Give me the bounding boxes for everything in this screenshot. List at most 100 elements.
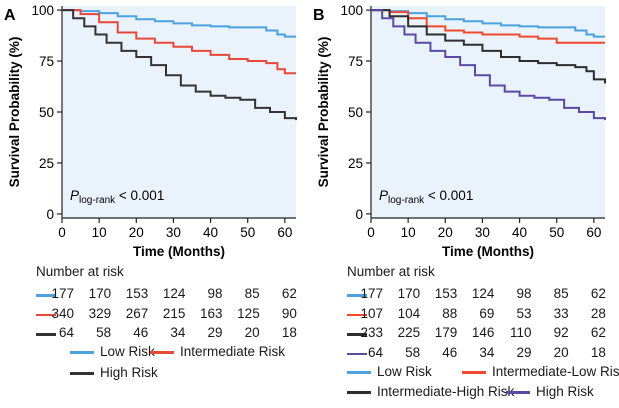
risk-count: 177 <box>360 286 383 301</box>
legend-item: High Risk <box>506 384 594 399</box>
series-line-intermediate-risk <box>62 9 296 75</box>
series-line-low-risk <box>62 9 296 38</box>
risk-count: 98 <box>207 286 223 301</box>
risk-count: 146 <box>471 325 495 340</box>
risk-count: 62 <box>590 286 606 301</box>
series-line-high-risk <box>371 9 606 121</box>
panel-a-plot-area <box>62 6 296 218</box>
risk-count: 20 <box>244 325 260 340</box>
risk-count: 20 <box>553 344 569 360</box>
risk-count: 62 <box>590 325 606 340</box>
panel-b-plot-area <box>371 6 605 218</box>
risk-count: 125 <box>237 305 260 321</box>
risk-count: 29 <box>516 344 532 360</box>
panel-b-x-axis-label: Time (Months) <box>442 244 534 259</box>
risk-row: 233 225 179 146 110 92 62 <box>347 324 619 344</box>
x-tick-label: 60 <box>586 225 601 240</box>
risk-count: 46 <box>442 344 458 360</box>
risk-count: 110 <box>510 325 532 340</box>
risk-row-color-line <box>347 333 367 336</box>
x-tick-label: 30 <box>166 225 181 240</box>
risk-count: 18 <box>590 344 606 360</box>
panel-b-y-axis-label: Survival Probability (%) <box>316 37 331 188</box>
risk-count: 104 <box>397 305 421 321</box>
series-line-intermediate-high-risk <box>371 9 606 84</box>
legend-swatch <box>347 371 371 374</box>
risk-row: 107 104 88 69 53 33 28 <box>347 305 619 325</box>
risk-count: 124 <box>471 286 495 301</box>
x-tick-label: 10 <box>401 225 416 240</box>
legend-swatch <box>70 372 94 375</box>
panel-a-label: A <box>4 7 16 24</box>
legend-item: Intermediate-Low Risk <box>462 364 619 379</box>
panel-b-label: B <box>313 7 325 24</box>
risk-row-color-line <box>347 294 367 297</box>
y-tick-label: 50 <box>39 105 54 120</box>
risk-row-color-line <box>36 294 56 297</box>
x-tick-label: 30 <box>475 225 490 240</box>
risk-count: 153 <box>125 286 149 301</box>
risk-row: 64 58 46 34 29 20 18 <box>36 324 316 344</box>
risk-count: 58 <box>96 325 112 340</box>
risk-count: 69 <box>479 305 495 321</box>
risk-count: 33 <box>553 305 569 321</box>
x-tick-label: 0 <box>367 225 375 240</box>
risk-row-color-line <box>36 333 56 336</box>
risk-count: 29 <box>207 325 223 340</box>
legend-label: Intermediate Risk <box>180 344 286 359</box>
risk-count: 85 <box>244 286 260 301</box>
legend-label: High Risk <box>100 365 158 380</box>
risk-count: 340 <box>51 305 74 321</box>
risk-count: 64 <box>367 344 383 360</box>
risk-row: 340 329 267 215 163 125 90 <box>36 305 316 325</box>
risk-count: 18 <box>281 325 297 340</box>
risk-table-a-title: Number at risk <box>36 264 124 279</box>
risk-count: 88 <box>442 305 458 321</box>
y-tick-label: 100 <box>340 3 363 18</box>
risk-count: 34 <box>479 344 495 360</box>
panel-b-p-value: Plog-rank < 0.001 <box>379 188 473 206</box>
risk-count: 267 <box>125 305 149 321</box>
risk-table-b-title: Number at risk <box>347 264 435 279</box>
risk-count: 58 <box>405 344 421 360</box>
risk-count: 62 <box>281 286 297 301</box>
x-tick-label: 40 <box>512 225 527 240</box>
panel-b-p-rest: < 0.001 <box>424 188 473 203</box>
legend-item: Intermediate-High Risk <box>347 384 514 399</box>
risk-row-color-line <box>36 313 56 316</box>
risk-row-color-line <box>347 313 367 316</box>
panel-a-p-rest: < 0.001 <box>115 188 164 203</box>
y-tick-label: 100 <box>31 3 54 18</box>
series-line-low-risk <box>371 9 605 38</box>
risk-count: 170 <box>88 286 112 301</box>
risk-count: 329 <box>88 305 112 321</box>
y-tick-label: 25 <box>39 156 54 171</box>
legend-label: Low Risk <box>100 344 155 359</box>
x-tick-label: 60 <box>277 225 292 240</box>
risk-count: 90 <box>281 305 297 321</box>
x-tick-label: 50 <box>240 225 255 240</box>
panel-b-p-sub: log-rank <box>388 195 425 206</box>
y-tick-label: 0 <box>355 207 363 222</box>
legend-swatch <box>506 391 530 394</box>
risk-count: 177 <box>51 286 74 301</box>
risk-count: 179 <box>434 325 458 340</box>
legend-item: High Risk <box>70 365 158 380</box>
risk-count: 53 <box>516 305 532 321</box>
risk-count: 225 <box>397 325 421 340</box>
risk-row-color-line <box>347 352 367 355</box>
risk-count: 233 <box>360 325 383 340</box>
x-tick-label: 10 <box>92 225 107 240</box>
legend-label: Low Risk <box>377 364 432 379</box>
y-tick-label: 0 <box>46 207 54 222</box>
x-tick-label: 20 <box>129 225 144 240</box>
panel-b-p-main: P <box>379 188 388 203</box>
risk-count: 124 <box>162 286 186 301</box>
risk-count: 28 <box>590 305 606 321</box>
risk-count: 92 <box>553 325 569 340</box>
risk-count: 153 <box>434 286 458 301</box>
legend-swatch <box>70 351 94 354</box>
legend-swatch <box>462 371 486 374</box>
y-tick-label: 75 <box>348 54 363 69</box>
